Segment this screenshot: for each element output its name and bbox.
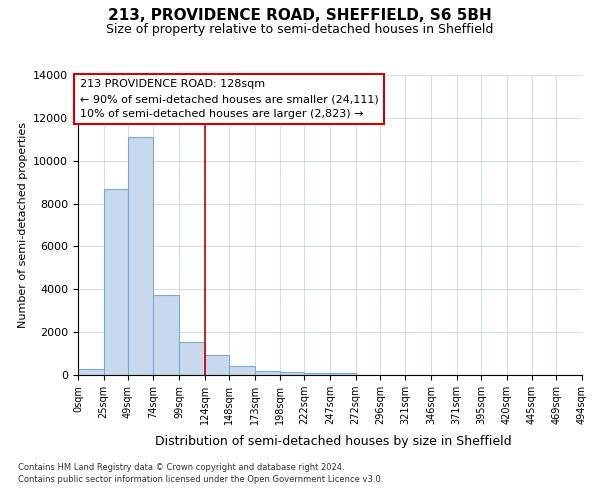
Bar xyxy=(254,370,280,375)
Bar xyxy=(104,188,128,375)
Bar xyxy=(205,354,229,375)
Text: 213, PROVIDENCE ROAD, SHEFFIELD, S6 5BH: 213, PROVIDENCE ROAD, SHEFFIELD, S6 5BH xyxy=(108,8,492,22)
Text: Distribution of semi-detached houses by size in Sheffield: Distribution of semi-detached houses by … xyxy=(155,435,511,448)
Y-axis label: Number of semi-detached properties: Number of semi-detached properties xyxy=(17,122,28,328)
Bar xyxy=(280,372,304,375)
Text: 213 PROVIDENCE ROAD: 128sqm
← 90% of semi-detached houses are smaller (24,111)
1: 213 PROVIDENCE ROAD: 128sqm ← 90% of sem… xyxy=(80,80,379,119)
Bar xyxy=(330,373,356,375)
Bar xyxy=(128,137,154,375)
Bar xyxy=(154,294,179,375)
Text: Size of property relative to semi-detached houses in Sheffield: Size of property relative to semi-detach… xyxy=(106,22,494,36)
Bar xyxy=(78,368,104,375)
Text: Contains HM Land Registry data © Crown copyright and database right 2024.: Contains HM Land Registry data © Crown c… xyxy=(18,464,344,472)
Bar xyxy=(229,366,254,375)
Text: Contains public sector information licensed under the Open Government Licence v3: Contains public sector information licen… xyxy=(18,475,383,484)
Bar xyxy=(179,342,205,375)
Bar xyxy=(304,373,330,375)
